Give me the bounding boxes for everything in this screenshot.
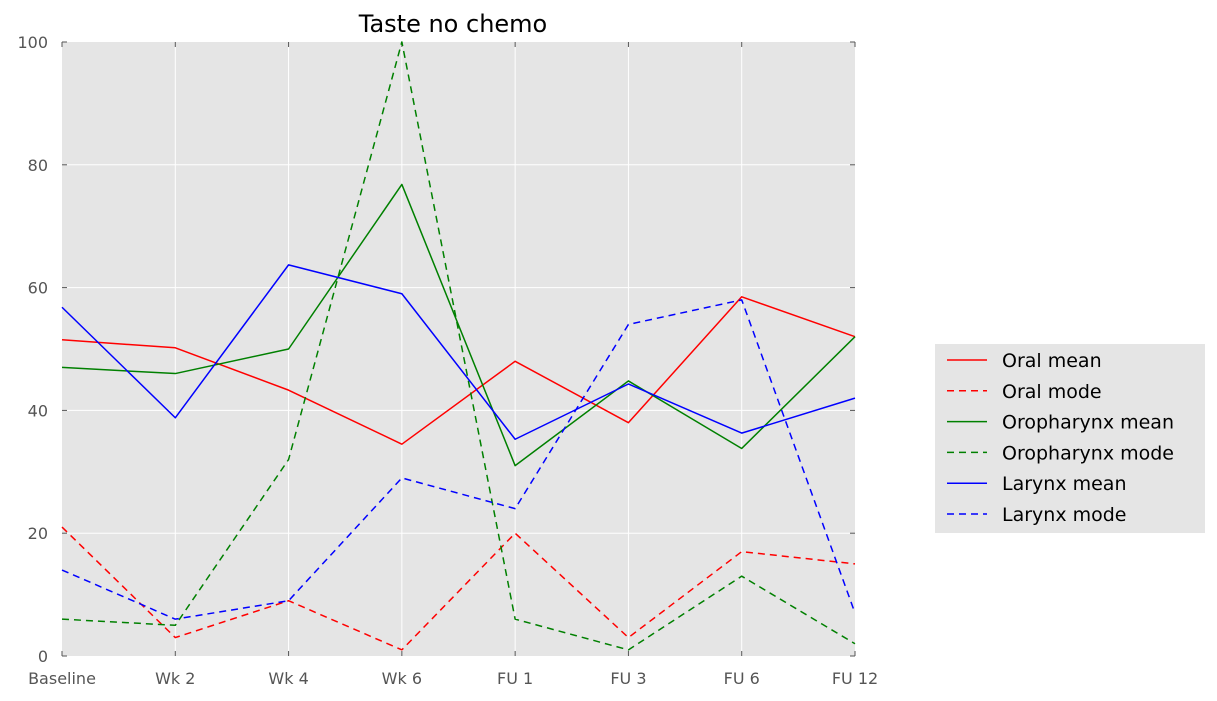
series-line-larynx-mean xyxy=(61,264,856,441)
y-tick-label: 60 xyxy=(28,279,48,298)
x-tick-label: FU 12 xyxy=(832,669,878,688)
legend-label: Larynx mean xyxy=(1002,473,1127,495)
legend-label: Oral mode xyxy=(1002,381,1102,403)
legend: Oral mean Oral mode Oropharynx mean Orophar… xyxy=(935,344,1205,533)
y-tick-label: 20 xyxy=(28,524,48,543)
x-tick-label: FU 3 xyxy=(610,669,646,688)
series-line-oral-mean xyxy=(61,296,856,445)
x-tick-label: FU 1 xyxy=(497,669,533,688)
plot-background xyxy=(62,42,855,656)
grid-lines xyxy=(62,42,855,656)
x-tick-label: Wk 2 xyxy=(155,669,195,688)
y-tick-label: 100 xyxy=(17,33,48,52)
x-tick-label: Baseline xyxy=(28,669,96,688)
x-tick-label: FU 6 xyxy=(724,669,760,688)
series-line-oropharynx-mode xyxy=(61,41,856,651)
legend-box xyxy=(935,344,1205,533)
chart-title: Taste no chemo xyxy=(358,10,547,38)
x-tick-label: Wk 4 xyxy=(268,669,308,688)
series-line-oropharynx-mean xyxy=(61,183,856,467)
legend-label: Oropharynx mode xyxy=(1002,442,1174,464)
legend-label: Oropharynx mean xyxy=(1002,412,1174,434)
legend-label: Oral mean xyxy=(1002,350,1102,372)
x-tick-label: Wk 6 xyxy=(382,669,422,688)
series-lines xyxy=(61,41,856,651)
tick-labels: Baseline Wk 2 Wk 4 Wk 6 FU 1 FU 3 FU 6 FU 12 0 20… xyxy=(17,33,878,688)
legend-label: Larynx mode xyxy=(1002,504,1127,526)
y-tick-label: 40 xyxy=(28,401,48,420)
series-line-oral-mode xyxy=(61,526,856,651)
y-tick-label: 80 xyxy=(28,156,48,175)
y-tick-label: 0 xyxy=(38,647,48,666)
